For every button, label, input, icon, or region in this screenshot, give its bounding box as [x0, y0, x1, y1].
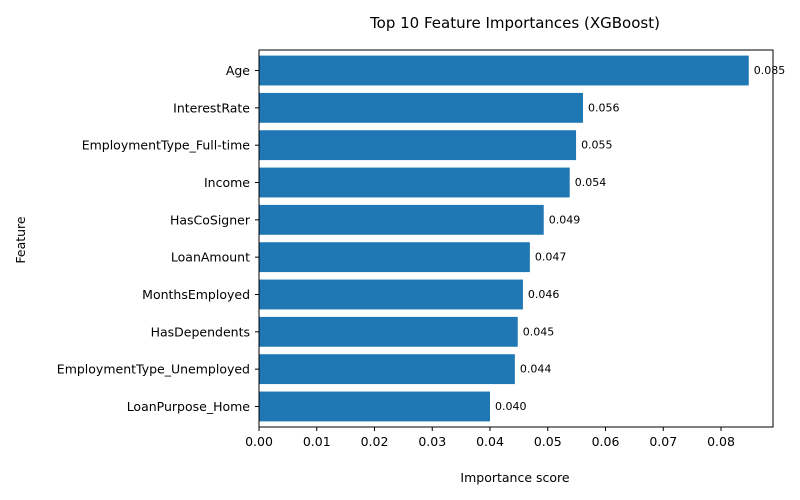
y-tick-label: EmploymentType_Full-time — [82, 138, 251, 153]
data-labels: 0.085 0.056 0.055 0.054 0.049 0.047 0.046 0.045… — [495, 64, 785, 413]
data-label: 0.046 — [528, 288, 560, 301]
x-ticks: 0.00 0.01 0.02 0.03 0.04 0.05 0.06 0.07 0.08 — [245, 427, 735, 449]
x-tick-label: 0.04 — [476, 434, 504, 449]
data-label: 0.055 — [581, 139, 613, 152]
data-label: 0.056 — [588, 101, 620, 114]
data-label: 0.040 — [495, 400, 527, 413]
y-tick-label: LoanPurpose_Home — [127, 399, 251, 414]
y-tick-label: HasDependents — [151, 324, 250, 339]
x-tick-label: 0.03 — [418, 434, 446, 449]
bar — [259, 354, 515, 385]
bar — [259, 316, 518, 347]
chart-title: Top 10 Feature Importances (XGBoost) — [369, 14, 660, 32]
y-tick-label: InterestRate — [173, 100, 250, 115]
y-tick-label: LoanAmount — [171, 250, 250, 265]
x-tick-label: 0.02 — [361, 434, 389, 449]
x-tick-label: 0.00 — [245, 434, 273, 449]
y-axis-label: Feature — [13, 216, 28, 264]
bar — [259, 391, 491, 422]
bar — [259, 167, 570, 198]
bar — [259, 242, 530, 273]
x-tick-label: 0.01 — [303, 434, 331, 449]
x-tick-label: 0.07 — [649, 434, 677, 449]
data-label: 0.085 — [754, 64, 786, 77]
x-tick-label: 0.05 — [534, 434, 562, 449]
data-label: 0.047 — [535, 251, 567, 264]
bars-group — [259, 55, 749, 422]
x-tick-label: 0.06 — [592, 434, 620, 449]
y-tick-label: HasCoSigner — [170, 212, 251, 227]
x-axis-label: Importance score — [460, 470, 570, 485]
y-tick-label: EmploymentType_Unemployed — [57, 362, 250, 377]
y-tick-label: Income — [204, 175, 250, 190]
bar — [259, 279, 523, 310]
plot-frame — [258, 49, 774, 428]
y-tick-label: MonthsEmployed — [142, 287, 250, 302]
bar — [259, 92, 583, 123]
data-label: 0.054 — [575, 176, 607, 189]
data-label: 0.044 — [520, 363, 552, 376]
bar — [259, 204, 544, 235]
data-label: 0.049 — [549, 213, 581, 226]
bar — [259, 130, 577, 161]
data-label: 0.045 — [523, 325, 555, 338]
x-tick-label: 0.08 — [707, 434, 735, 449]
y-tick-label: Age — [226, 63, 250, 78]
y-tick-labels: Age InterestRate EmploymentType_Full-time I… — [57, 63, 259, 414]
bar — [259, 55, 749, 86]
